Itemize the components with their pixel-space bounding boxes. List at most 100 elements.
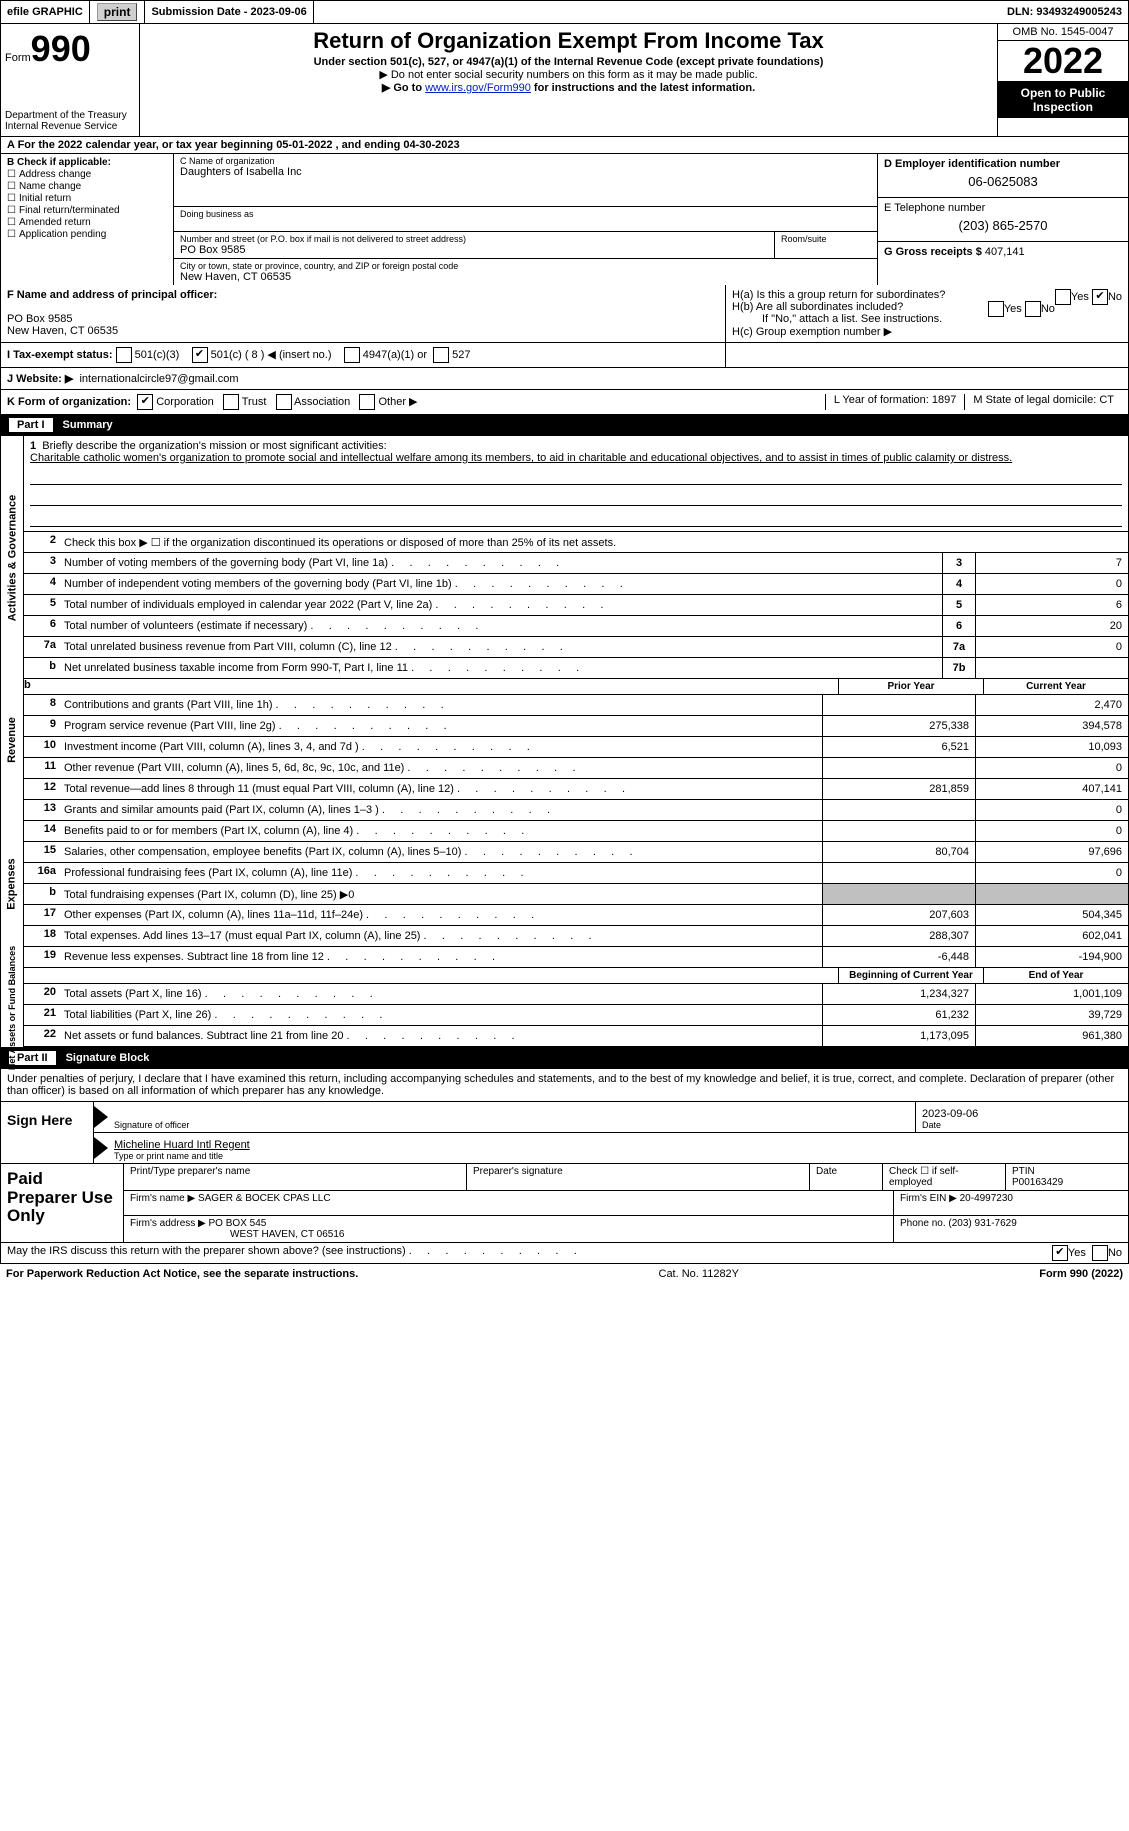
firm-address: Firm's address ▶ PO BOX 545 WEST HAVEN, … xyxy=(124,1216,894,1242)
ein-block: D Employer identification number 06-0625… xyxy=(878,154,1128,198)
line-12: 12 Total revenue—add lines 8 through 11 … xyxy=(24,779,1128,800)
line-17: 17 Other expenses (Part IX, column (A), … xyxy=(24,905,1128,926)
line-7a: 7a Total unrelated business revenue from… xyxy=(24,637,1128,658)
line-13: 13 Grants and similar amounts paid (Part… xyxy=(24,800,1128,821)
street-block: Number and street (or P.O. box if mail i… xyxy=(174,232,775,258)
arrow-icon xyxy=(94,1106,108,1128)
gross-receipts: G Gross receipts $ 407,141 xyxy=(878,242,1128,285)
row-k: K Form of organization: Corporation Trus… xyxy=(0,390,1129,415)
prep-selfemp[interactable]: Check ☐ if self-employed xyxy=(883,1164,1006,1190)
line-20: 20 Total assets (Part X, line 16) 1,234,… xyxy=(24,984,1128,1005)
subtitle-3: ▶ Go to www.irs.gov/Form990 for instruct… xyxy=(142,81,995,94)
efile-label: efile GRAPHIC xyxy=(1,1,90,23)
officer-addr1: PO Box 9585 xyxy=(7,313,719,325)
h-a: H(a) Is this a group return for subordin… xyxy=(732,289,1122,301)
row-ij: I Tax-exempt status: 501(c)(3) 501(c) ( … xyxy=(0,343,1129,368)
column-b-checkboxes: B Check if applicable: Address change Na… xyxy=(1,154,174,285)
row-fh: F Name and address of principal officer:… xyxy=(0,285,1129,343)
dba-block: Doing business as xyxy=(174,207,877,232)
chk-final[interactable]: Final return/terminated xyxy=(7,205,167,216)
sidebar-activities: Activities & Governance xyxy=(6,494,18,621)
line-10: 10 Investment income (Part VIII, column … xyxy=(24,737,1128,758)
line-22: 22 Net assets or fund balances. Subtract… xyxy=(24,1026,1128,1047)
line-2: 2 Check this box ▶ ☐ if the organization… xyxy=(24,532,1128,553)
print-button[interactable]: print xyxy=(90,1,146,23)
col-headers-rev: b Prior Year Current Year xyxy=(24,679,1128,695)
line-3: 3 Number of voting members of the govern… xyxy=(24,553,1128,574)
submission-date: Submission Date - 2023-09-06 xyxy=(145,1,313,23)
revenue-section: Revenue b Prior Year Current Year 8 Cont… xyxy=(0,679,1129,800)
footer: For Paperwork Reduction Act Notice, see … xyxy=(0,1264,1129,1284)
tax-status: I Tax-exempt status: 501(c)(3) 501(c) ( … xyxy=(7,347,719,363)
line-16a: 16a Professional fundraising fees (Part … xyxy=(24,863,1128,884)
irs-link[interactable]: www.irs.gov/Form990 xyxy=(425,82,531,94)
signature-date: 2023-09-06 Date xyxy=(915,1102,1128,1132)
form-title: Return of Organization Exempt From Incom… xyxy=(142,28,995,54)
col-headers-na: Beginning of Current Year End of Year xyxy=(24,968,1128,984)
line-21: 21 Total liabilities (Part X, line 26) 6… xyxy=(24,1005,1128,1026)
prep-sig-label: Preparer's signature xyxy=(467,1164,810,1190)
sign-here-block: Sign Here Signature of officer 2023-09-0… xyxy=(0,1102,1129,1164)
city-block: City or town, state or province, country… xyxy=(174,258,877,285)
sidebar-netassets: Net Assets or Fund Balances xyxy=(7,945,17,1069)
phone-block: E Telephone number (203) 865-2570 xyxy=(878,198,1128,242)
omb-number: OMB No. 1545-0047 xyxy=(998,24,1128,41)
firm-phone: Phone no. (203) 931-7629 xyxy=(894,1216,1128,1242)
part-2-header: Part II Signature Block xyxy=(0,1048,1129,1069)
org-name-block: C Name of organization Daughters of Isab… xyxy=(174,154,877,207)
line-8: 8 Contributions and grants (Part VIII, l… xyxy=(24,695,1128,716)
line-11: 11 Other revenue (Part VIII, column (A),… xyxy=(24,758,1128,779)
state-domicile: M State of legal domicile: CT xyxy=(964,394,1122,410)
paid-preparer-block: Paid Preparer Use Only Print/Type prepar… xyxy=(0,1164,1129,1243)
signature-field[interactable]: Signature of officer xyxy=(108,1102,915,1132)
org-name: Daughters of Isabella Inc xyxy=(180,166,871,178)
chk-address[interactable]: Address change xyxy=(7,169,167,180)
line-5: 5 Total number of individuals employed i… xyxy=(24,595,1128,616)
mission-block: 1 Briefly describe the organization's mi… xyxy=(24,436,1128,532)
chk-amended[interactable]: Amended return xyxy=(7,217,167,228)
h-note: If "No," attach a list. See instructions… xyxy=(732,313,1122,325)
expenses-section: Expenses 13 Grants and similar amounts p… xyxy=(0,800,1129,968)
form-number: Form990 xyxy=(5,28,135,70)
officer-addr2: New Haven, CT 06535 xyxy=(7,325,719,337)
irs-label: Internal Revenue Service xyxy=(5,121,135,132)
signature-declaration: Under penalties of perjury, I declare th… xyxy=(0,1069,1129,1102)
chk-name[interactable]: Name change xyxy=(7,181,167,192)
prep-name-label: Print/Type preparer's name xyxy=(124,1164,467,1190)
line-14: 14 Benefits paid to or for members (Part… xyxy=(24,821,1128,842)
sidebar-revenue: Revenue xyxy=(6,717,18,763)
line-4: 4 Number of independent voting members o… xyxy=(24,574,1128,595)
part-1-header: Part I Summary xyxy=(0,415,1129,436)
activities-section: Activities & Governance 1 Briefly descri… xyxy=(0,436,1129,679)
line-19: 19 Revenue less expenses. Subtract line … xyxy=(24,947,1128,968)
form-header: Form990 Department of the Treasury Inter… xyxy=(0,24,1129,137)
suite-block: Room/suite xyxy=(775,232,877,258)
tax-year: 2022 xyxy=(998,41,1128,82)
firm-ein: Firm's EIN ▶ 20-4997230 xyxy=(894,1191,1128,1215)
subtitle-2: ▶ Do not enter social security numbers o… xyxy=(142,68,995,81)
info-block: B Check if applicable: Address change Na… xyxy=(0,154,1129,285)
discuss-row: May the IRS discuss this return with the… xyxy=(0,1243,1129,1264)
inspection-label: Open to Public Inspection xyxy=(998,82,1128,118)
firm-name: Firm's name ▶ SAGER & BOCEK CPAS LLC xyxy=(124,1191,894,1215)
arrow-icon xyxy=(94,1137,108,1159)
prep-ptin: PTINP00163429 xyxy=(1006,1164,1128,1190)
website-row: J Website: ▶ internationalcircle97@gmail… xyxy=(0,368,1129,390)
sidebar-expenses: Expenses xyxy=(6,858,18,909)
officer-name: Micheline Huard Intl Regent Type or prin… xyxy=(108,1133,1128,1163)
chk-pending[interactable]: Application pending xyxy=(7,229,167,240)
line-15: 15 Salaries, other compensation, employe… xyxy=(24,842,1128,863)
netassets-section: Net Assets or Fund Balances Beginning of… xyxy=(0,968,1129,1048)
top-bar: efile GRAPHIC print Submission Date - 20… xyxy=(0,0,1129,24)
line-18: 18 Total expenses. Add lines 13–17 (must… xyxy=(24,926,1128,947)
line-b: b Total fundraising expenses (Part IX, c… xyxy=(24,884,1128,905)
h-c: H(c) Group exemption number ▶ xyxy=(732,325,1122,338)
prep-date-label: Date xyxy=(810,1164,883,1190)
row-a-period: A For the 2022 calendar year, or tax yea… xyxy=(0,137,1129,154)
year-formation: L Year of formation: 1897 xyxy=(825,394,965,410)
line-b: b Net unrelated business taxable income … xyxy=(24,658,1128,679)
line-9: 9 Program service revenue (Part VIII, li… xyxy=(24,716,1128,737)
chk-initial[interactable]: Initial return xyxy=(7,193,167,204)
subtitle-1: Under section 501(c), 527, or 4947(a)(1)… xyxy=(142,56,995,68)
department-label: Department of the Treasury xyxy=(5,110,135,121)
